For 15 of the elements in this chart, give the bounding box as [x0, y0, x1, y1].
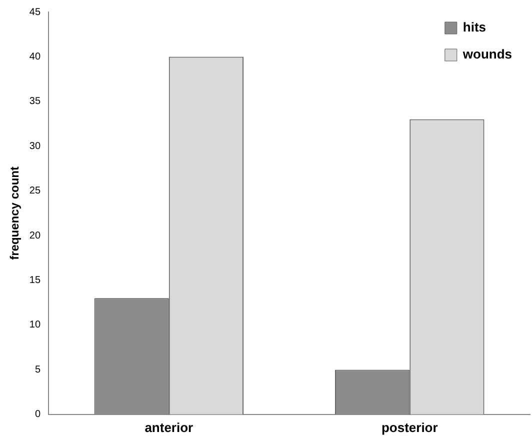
- x-tick-label: anterior: [144, 420, 194, 435]
- y-tick-label: 20: [29, 230, 41, 242]
- legend-label: wounds: [462, 46, 512, 62]
- y-tick-label: 35: [29, 96, 41, 108]
- legend-label: hits: [462, 20, 486, 35]
- x-tick-label: posterior: [381, 420, 438, 435]
- y-tick-label: 5: [34, 364, 41, 376]
- y-tick-label: 15: [29, 275, 41, 286]
- y-tick-label: 45: [29, 6, 41, 18]
- y-tick-label: 40: [29, 51, 41, 62]
- y-tick-label: 10: [29, 320, 41, 331]
- y-tick-label: 30: [29, 140, 41, 152]
- y-axis-title: frequency count: [8, 166, 22, 260]
- y-tick-label: 0: [34, 409, 41, 420]
- y-tick-label: 25: [29, 186, 41, 197]
